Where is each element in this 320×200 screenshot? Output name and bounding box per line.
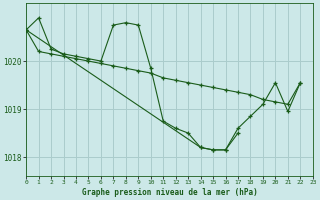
X-axis label: Graphe pression niveau de la mer (hPa): Graphe pression niveau de la mer (hPa) — [82, 188, 257, 197]
